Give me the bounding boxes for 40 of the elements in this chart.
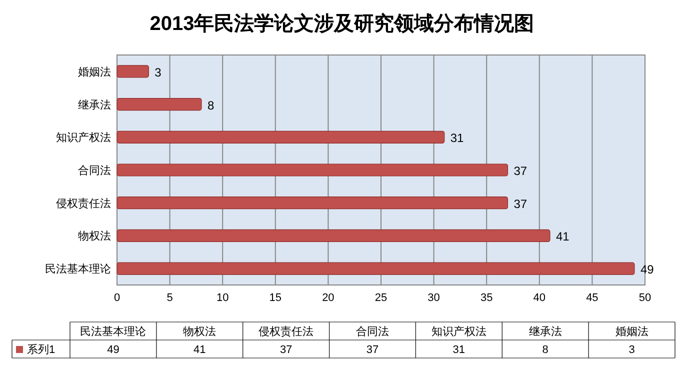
category-label: 物权法 xyxy=(183,326,216,338)
text: 37 xyxy=(366,344,379,356)
category-label: 知识产权法 xyxy=(431,326,486,338)
y-tick-label: 侵权责任法 xyxy=(56,196,111,210)
x-tick-label: 30 xyxy=(428,292,440,304)
text: 37 xyxy=(280,344,292,356)
text: 3 xyxy=(628,344,635,356)
text: 49 xyxy=(107,344,120,356)
data-label: 37 xyxy=(514,196,528,211)
legend-label: 系列1 xyxy=(27,343,56,356)
text: 41 xyxy=(194,344,206,356)
category-label: 侵权责任法 xyxy=(258,326,314,338)
x-tick-label: 10 xyxy=(216,292,229,304)
text: 8 xyxy=(542,344,548,356)
x-tick-label: 25 xyxy=(374,292,388,304)
data-label: 3 xyxy=(154,65,162,80)
y-tick-label: 继承法 xyxy=(78,98,111,112)
y-tick-label: 合同法 xyxy=(78,164,111,177)
chart-title: 2013年民法学论文涉及研究领域分布情况图 xyxy=(150,12,534,35)
x-tick-label: 0 xyxy=(114,292,120,304)
x-tick-label: 45 xyxy=(586,292,598,304)
x-tick-label: 50 xyxy=(638,292,652,304)
y-tick-label: 物权法 xyxy=(78,230,111,243)
category-label: 继承法 xyxy=(528,326,562,338)
category-label: 合同法 xyxy=(356,326,389,338)
y-tick-label: 婚姻法 xyxy=(78,65,111,78)
x-tick-label: 5 xyxy=(166,292,173,304)
x-tick-label: 20 xyxy=(322,292,334,304)
category-label: 婚姻法 xyxy=(615,326,648,338)
y-tick-label: 知识产权法 xyxy=(56,131,111,144)
data-label: 49 xyxy=(640,262,654,277)
x-tick-label: 40 xyxy=(533,292,546,304)
x-tick-label: 35 xyxy=(480,292,493,304)
y-tick-label: 民法基本理论 xyxy=(45,262,111,276)
x-tick-label: 15 xyxy=(269,292,282,304)
data-label: 8 xyxy=(207,98,214,112)
data-label: 41 xyxy=(556,230,570,244)
data-label: 37 xyxy=(514,164,528,178)
text: 31 xyxy=(452,344,466,356)
data-label: 31 xyxy=(450,131,464,146)
